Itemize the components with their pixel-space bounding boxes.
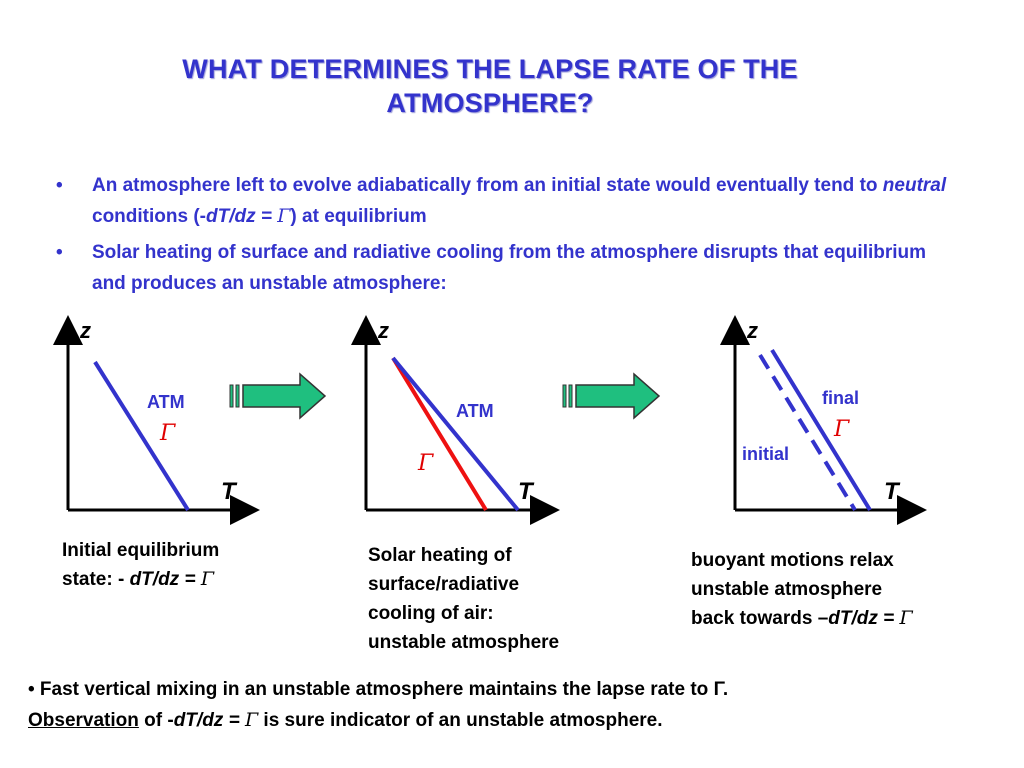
caption-2-line-4: unstable atmosphere — [368, 632, 560, 653]
final-label: final — [822, 388, 859, 408]
bullet-dot: • — [56, 175, 63, 196]
caption-panel-2: Solar heating of surface/radiative cooli… — [368, 541, 658, 657]
observation-word: Observation — [28, 710, 139, 731]
initial-profile-dashed-line — [758, 353, 857, 512]
bullet-1-text-c: ) at equilibrium — [290, 206, 427, 227]
bullet-1-text-a: An atmosphere left to evolve adiabatical… — [92, 175, 883, 196]
caption-1-expr: dT/dz = — [129, 569, 201, 590]
z-axis-label: z — [746, 318, 758, 343]
gamma-label: Γ — [417, 451, 434, 476]
caption-3-line-2: unstable atmosphere — [691, 579, 883, 600]
gamma-profile-line — [391, 356, 488, 512]
initial-label: initial — [742, 444, 789, 464]
footer-line-2: Observation of -dT/dz = Γ is sure indica… — [28, 705, 1008, 736]
panel-unstable-atmosphere: z T ATM Γ — [351, 315, 560, 525]
bullet-list: • An atmosphere left to evolve adiabatic… — [56, 170, 956, 304]
caption-2-line-2: surface/radiative — [368, 574, 520, 595]
z-axis-label: z — [377, 318, 389, 343]
bullet-1-expr: dT/dz = — [205, 206, 278, 227]
caption-1-gamma: Γ — [200, 568, 215, 590]
atm-label: ATM — [456, 401, 494, 421]
caption-2-line-3: cooling of air: — [368, 603, 494, 624]
bullet-2: • Solar heating of surface and radiative… — [56, 237, 956, 299]
atm-profile-line — [391, 356, 520, 512]
bullet-1-text-b: conditions (- — [92, 206, 206, 227]
caption-1-line-1: Initial equilibrium — [62, 540, 220, 561]
final-profile-line — [770, 348, 872, 512]
transition-arrow-2 — [562, 372, 661, 420]
footer-note: • Fast vertical mixing in an unstable at… — [28, 674, 1008, 736]
caption-3-text: back towards – — [691, 608, 829, 629]
t-axis-label: T — [221, 478, 238, 505]
footer-of-text: of - — [138, 710, 174, 731]
footer-line-1: • Fast vertical mixing in an unstable at… — [28, 679, 729, 700]
panel-initial-equilibrium: z T ATM Γ — [53, 315, 260, 525]
panel-relaxed-atmosphere: z T final Γ initial — [720, 315, 927, 525]
footer-rest: is sure indicator of an unstable atmosph… — [258, 710, 663, 731]
caption-3-expr: dT/dz = — [828, 608, 900, 629]
caption-1-text: state: - — [62, 569, 130, 590]
atm-label: ATM — [147, 392, 185, 412]
atm-profile-line — [93, 360, 190, 512]
gamma-label: Γ — [833, 417, 850, 442]
bullet-1-gamma: Γ — [277, 205, 291, 227]
caption-panel-1: Initial equilibrium state: - dT/dz = Γ — [62, 536, 312, 594]
caption-panel-3: buoyant motions relax unstable atmospher… — [691, 546, 1011, 633]
caption-2-line-1: Solar heating of — [368, 545, 512, 566]
caption-3-gamma: Γ — [899, 607, 913, 629]
arrow-shape — [242, 372, 327, 420]
footer-gamma: Γ — [244, 709, 259, 731]
bullet-2-text: Solar heating of surface and radiative c… — [92, 242, 927, 294]
bullet-1: • An atmosphere left to evolve adiabatic… — [56, 170, 956, 232]
caption-1-line-2: state: - dT/dz = Γ — [62, 565, 312, 594]
z-axis-label: z — [79, 318, 91, 343]
gamma-label: Γ — [159, 421, 176, 446]
title-line-1: WHAT DETERMINES THE LAPSE RATE OF THE — [182, 54, 798, 84]
caption-3-line-3: back towards –dT/dz = Γ — [691, 604, 1011, 633]
caption-3-line-1: buoyant motions relax — [691, 550, 894, 571]
slide-title: WHAT DETERMINES THE LAPSE RATE OF THE AT… — [60, 52, 920, 120]
bullet-1-emph: neutral — [882, 175, 947, 196]
arrow-shape — [575, 372, 661, 420]
t-axis-label: T — [884, 478, 901, 505]
bullet-dot: • — [56, 242, 63, 263]
t-axis-label: T — [518, 478, 535, 505]
title-line-2: ATMOSPHERE? — [386, 88, 594, 118]
transition-arrow-1 — [229, 372, 327, 420]
footer-expr: dT/dz = — [173, 710, 245, 731]
